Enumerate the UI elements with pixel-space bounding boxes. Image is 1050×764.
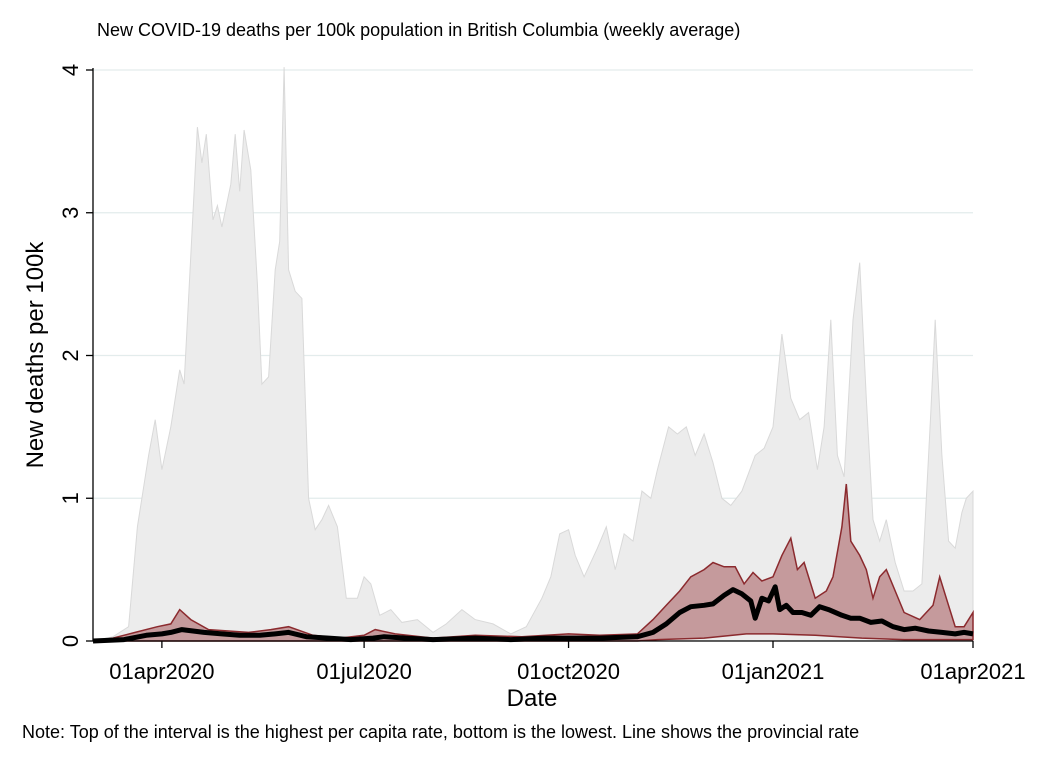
outer-band-area	[92, 67, 974, 642]
y-tick-label: 1	[58, 492, 83, 504]
x-tick-label: 01oct2020	[517, 659, 620, 684]
x-tick-label: 01jan2021	[722, 659, 825, 684]
y-axis-ticks: 0 1 2 3 4	[58, 64, 93, 647]
chart-note: Note: Top of the interval is the highest…	[22, 722, 860, 742]
x-axis-title: Date	[507, 685, 558, 712]
x-tick-label: 01apr2020	[109, 659, 214, 684]
y-tick-label: 3	[58, 207, 83, 219]
y-tick-label: 0	[58, 635, 83, 647]
provincial-rate-line	[92, 584, 974, 644]
y-axis-title: New deaths per 100k	[22, 241, 49, 469]
x-tick-label: 01apr2021	[920, 659, 1025, 684]
y-tick-label: 2	[58, 349, 83, 361]
chart-title: New COVID-19 deaths per 100k population …	[97, 20, 741, 40]
y-tick-label: 4	[58, 64, 83, 76]
x-tick-label: 01jul2020	[316, 659, 411, 684]
x-axis-ticks: 01apr2020 01jul2020 01oct2020 01jan2021 01ap…	[109, 641, 1026, 684]
